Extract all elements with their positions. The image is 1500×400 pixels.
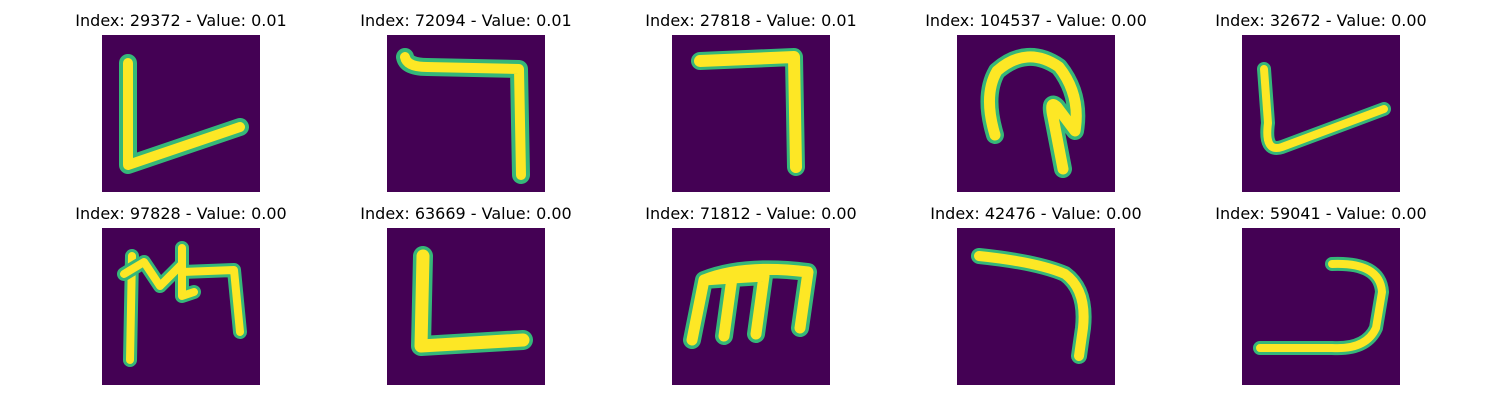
glyph-image [102, 228, 260, 385]
panel-3: Index: 27818 - Value: 0.01 [626, 0, 876, 192]
glyph-image [957, 35, 1115, 192]
panel-title: Index: 29372 - Value: 0.01 [75, 11, 287, 30]
panel-title: Index: 71812 - Value: 0.00 [645, 204, 857, 223]
panel-7: Index: 63669 - Value: 0.00 [341, 193, 591, 385]
panel-5: Index: 32672 - Value: 0.00 [1196, 0, 1446, 192]
panel-6: Index: 97828 - Value: 0.00 [56, 193, 306, 385]
panel-title: Index: 42476 - Value: 0.00 [930, 204, 1142, 223]
panel-title: Index: 72094 - Value: 0.01 [360, 11, 572, 30]
glyph-image [1242, 228, 1400, 385]
glyph-image [957, 228, 1115, 385]
panel-8: Index: 71812 - Value: 0.00 [626, 193, 876, 385]
glyph-image [387, 35, 545, 192]
glyph-image [102, 35, 260, 192]
panel-title: Index: 104537 - Value: 0.00 [925, 11, 1147, 30]
panel-1: Index: 29372 - Value: 0.01 [56, 0, 306, 192]
panel-title: Index: 63669 - Value: 0.00 [360, 204, 572, 223]
panel-title: Index: 27818 - Value: 0.01 [645, 11, 857, 30]
glyph-image [387, 228, 545, 385]
panel-4: Index: 104537 - Value: 0.00 [911, 0, 1161, 192]
panel-10: Index: 59041 - Value: 0.00 [1196, 193, 1446, 385]
panel-title: Index: 59041 - Value: 0.00 [1215, 204, 1427, 223]
glyph-image [672, 35, 830, 192]
glyph-image [1242, 35, 1400, 192]
panel-9: Index: 42476 - Value: 0.00 [911, 193, 1161, 385]
glyph-image [672, 228, 830, 385]
panel-title: Index: 97828 - Value: 0.00 [75, 204, 287, 223]
panel-2: Index: 72094 - Value: 0.01 [341, 0, 591, 192]
panel-title: Index: 32672 - Value: 0.00 [1215, 11, 1427, 30]
